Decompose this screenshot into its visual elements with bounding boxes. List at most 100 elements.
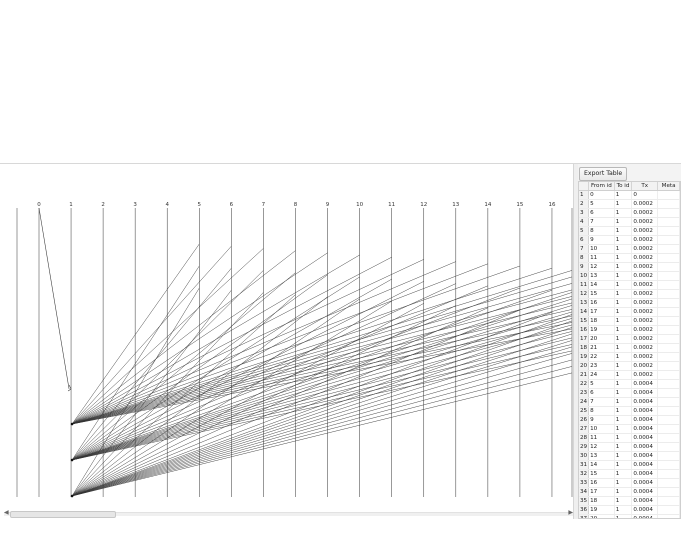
row-number: 27 <box>579 424 590 434</box>
table-row[interactable]: 34 17 1 0.0004 <box>579 487 680 497</box>
table-header: From id To id Tx Meta <box>579 182 680 191</box>
transfer-edge <box>71 298 360 497</box>
table-cell: 0.0002 <box>631 316 659 326</box>
transfer-edge <box>71 283 456 461</box>
table-cell: 0.0004 <box>631 514 659 518</box>
column-label: 1 <box>69 202 73 208</box>
table-row[interactable]: 6 9 1 0.0002 <box>579 235 680 245</box>
table-row[interactable]: 19 22 1 0.0002 <box>579 352 680 362</box>
table-row[interactable]: 24 7 1 0.0004 <box>579 397 680 407</box>
export-table-button[interactable]: Export Table <box>579 167 628 181</box>
column-header-tx[interactable]: Tx <box>631 182 659 191</box>
table-cell <box>657 379 680 389</box>
column-header-meta[interactable]: Meta <box>657 182 680 191</box>
transfer-edge <box>71 263 488 425</box>
table-row[interactable]: 20 23 1 0.0002 <box>579 361 680 371</box>
table-row[interactable]: 25 8 1 0.0004 <box>579 406 680 416</box>
table-cell <box>657 307 680 317</box>
table-row[interactable]: 23 6 1 0.0004 <box>579 388 680 398</box>
column-header-to-id[interactable]: To id <box>614 182 633 191</box>
transfer-edge <box>71 259 424 425</box>
row-number: 2 <box>579 199 590 209</box>
table-row[interactable]: 8 11 1 0.0002 <box>579 253 680 263</box>
panel-splitter[interactable] <box>573 164 578 519</box>
row-number: 8 <box>579 253 590 263</box>
table-cell <box>657 217 680 227</box>
table-cell: 0.0002 <box>631 298 659 308</box>
transfer-edge <box>71 287 200 497</box>
table-cell: 18 <box>588 316 615 326</box>
graph-view[interactable]: 0 1 2 3 4 5 6 7 8 9 10 11 12 13 14 15 16 ◀ ▶ <box>0 164 573 519</box>
scrollbar-thumb[interactable] <box>10 511 116 518</box>
table-row[interactable]: 7 10 1 0.0002 <box>579 244 680 254</box>
graph-canvas[interactable]: 0 1 2 3 4 5 6 7 8 9 10 11 12 13 14 15 16 <box>0 164 573 508</box>
table-cell: 0.0002 <box>631 271 659 281</box>
table-row[interactable]: 28 11 1 0.0004 <box>579 433 680 443</box>
table-cell: 0.0004 <box>631 379 659 389</box>
table-row[interactable]: 18 21 1 0.0002 <box>579 343 680 353</box>
table-cell: 1 <box>614 487 633 497</box>
scroll-right-icon[interactable]: ▶ <box>568 509 573 516</box>
transfer-edge <box>72 372 573 497</box>
table-cell <box>657 244 680 254</box>
table-row[interactable]: 9 12 1 0.0002 <box>579 262 680 272</box>
table-row[interactable]: 13 16 1 0.0002 <box>579 298 680 308</box>
row-number: 32 <box>579 469 590 479</box>
table-row[interactable]: 10 13 1 0.0002 <box>579 271 680 281</box>
table-cell: 0.0004 <box>631 487 659 497</box>
table-row[interactable]: 3 6 1 0.0002 <box>579 208 680 218</box>
transfer-edge <box>71 296 328 497</box>
table-row[interactable]: 5 8 1 0.0002 <box>579 226 680 236</box>
table-row[interactable]: 21 24 1 0.0002 <box>579 370 680 380</box>
edge-hub-node[interactable] <box>70 494 74 498</box>
row-number: 11 <box>579 280 590 290</box>
scroll-left-icon[interactable]: ◀ <box>4 509 9 516</box>
table-cell: 12 <box>588 262 615 272</box>
table-row[interactable]: 14 17 1 0.0002 <box>579 307 680 317</box>
table-row[interactable]: 4 7 1 0.0002 <box>579 217 680 227</box>
table-cell: 1 <box>614 199 633 209</box>
column-label: 12 <box>420 202 427 208</box>
table-row[interactable]: 35 18 1 0.0004 <box>579 496 680 506</box>
table-cell: 8 <box>588 226 615 236</box>
table-cell: 0.0002 <box>631 325 659 335</box>
scrollbar-track[interactable] <box>4 512 573 516</box>
table-row[interactable]: 17 20 1 0.0002 <box>579 334 680 344</box>
edge-hub-node[interactable] <box>70 422 74 426</box>
table-cell: 1 <box>614 514 633 518</box>
table-row[interactable]: 27 10 1 0.0004 <box>579 424 680 434</box>
transfer-edge <box>71 320 573 497</box>
table-row[interactable]: 36 19 1 0.0004 <box>579 505 680 515</box>
table-row[interactable]: 30 13 1 0.0004 <box>579 451 680 461</box>
column-header-from-id[interactable]: From id <box>588 182 615 191</box>
row-number: 36 <box>579 505 590 515</box>
row-number: 34 <box>579 487 590 497</box>
table-row[interactable]: 29 12 1 0.0004 <box>579 442 680 452</box>
table-cell <box>657 271 680 281</box>
table-cell: 0.0004 <box>631 469 659 479</box>
row-number: 9 <box>579 262 590 272</box>
horizontal-scrollbar[interactable]: ◀ ▶ <box>4 509 573 518</box>
table-row[interactable]: 15 18 1 0.0002 <box>579 316 680 326</box>
table-cell: 1 <box>614 388 633 398</box>
transfer-edge <box>72 296 573 425</box>
table-cell: 0 <box>631 190 659 200</box>
table-row[interactable]: 22 5 1 0.0004 <box>579 379 680 389</box>
table-row[interactable]: 33 16 1 0.0004 <box>579 478 680 488</box>
edge-hub-node[interactable] <box>70 458 74 462</box>
transfer-edge <box>71 276 573 425</box>
transaction-table[interactable]: From id To id Tx Meta 1 0 1 0 2 5 1 0.0002 3 6 1 0.000… <box>578 181 681 519</box>
table-row[interactable]: 11 14 1 0.0002 <box>579 280 680 290</box>
table-corner-header <box>579 182 590 191</box>
transfer-edge <box>72 350 573 461</box>
table-row[interactable]: 26 9 1 0.0004 <box>579 415 680 425</box>
table-row[interactable]: 31 14 1 0.0004 <box>579 460 680 470</box>
table-row[interactable]: 37 20 1 0.0004 <box>579 514 680 518</box>
table-cell: 1 <box>614 235 633 245</box>
table-row[interactable]: 16 19 1 0.0002 <box>579 325 680 335</box>
table-row[interactable]: 12 15 1 0.0002 <box>579 289 680 299</box>
table-row[interactable]: 2 5 1 0.0002 <box>579 199 680 209</box>
table-row[interactable]: 32 15 1 0.0004 <box>579 469 680 479</box>
row-number: 16 <box>579 325 590 335</box>
